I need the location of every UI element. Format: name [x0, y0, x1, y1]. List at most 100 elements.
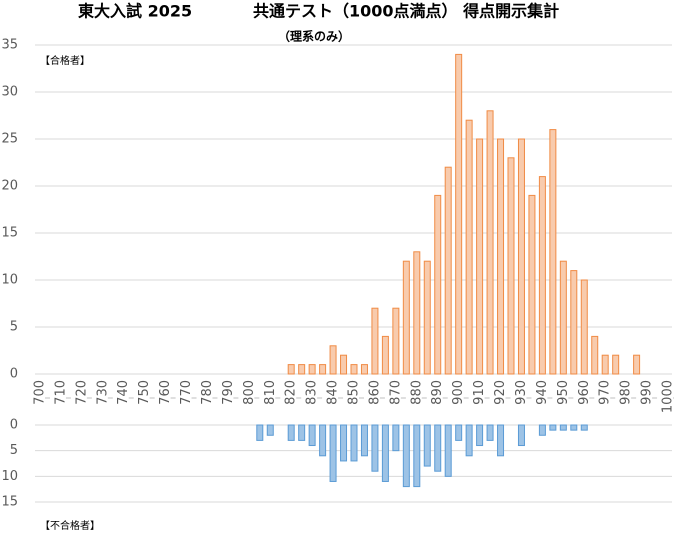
chart-subtitle: （理系のみ） [278, 29, 350, 44]
bar [612, 354, 620, 375]
y-tick-label: 25 [1, 132, 18, 147]
y-tick-label: 15 [1, 495, 18, 510]
bar [381, 335, 389, 375]
x-tick-label: 860 [367, 380, 382, 405]
x-tick-label: 920 [493, 380, 508, 405]
bar [329, 424, 337, 482]
bar [507, 157, 515, 375]
y-tick-label: 5 [10, 443, 18, 458]
bar [444, 166, 452, 375]
bar [423, 260, 431, 375]
bar [402, 424, 410, 488]
bar [298, 424, 306, 441]
y-tick-label: 20 [1, 179, 18, 194]
bar [486, 110, 494, 375]
bar [476, 138, 484, 375]
bar [413, 251, 421, 375]
bar [371, 307, 379, 375]
bar [476, 424, 484, 447]
x-tick-label: 800 [242, 380, 257, 405]
x-tick-label: 930 [514, 380, 529, 405]
bar [256, 424, 264, 441]
bar [423, 424, 431, 467]
bar [287, 364, 295, 375]
bar [633, 354, 641, 375]
bar [549, 424, 557, 431]
bar [455, 424, 463, 441]
x-tick-label: 750 [137, 380, 152, 405]
chart-title: 東大入試 2025 [78, 2, 192, 21]
x-tick-label: 970 [598, 380, 613, 405]
x-tick-label: 910 [472, 380, 487, 405]
bar [517, 138, 525, 375]
bar [465, 424, 473, 457]
y-tick-label: 30 [1, 85, 18, 100]
bar [287, 424, 295, 441]
y-tick-label: 0 [10, 367, 18, 382]
y-tick-label: 0 [10, 418, 18, 433]
bar [350, 364, 358, 375]
bar [350, 424, 358, 462]
bar [601, 354, 609, 375]
bar [559, 424, 567, 431]
x-tick-label: 950 [556, 380, 571, 405]
bar [434, 194, 442, 375]
bar [497, 138, 505, 375]
y-tick-label: 15 [1, 226, 18, 241]
x-tick-label: 890 [430, 380, 445, 405]
x-tick-label: 1000 [661, 380, 674, 413]
bar [549, 129, 557, 375]
x-tick-label: 770 [179, 380, 194, 405]
bar [319, 364, 327, 375]
x-tick-label: 830 [305, 380, 320, 405]
bar [570, 424, 578, 431]
bar [444, 424, 452, 477]
bar [497, 424, 505, 457]
bar [434, 424, 442, 472]
x-tick-label: 730 [95, 380, 110, 405]
x-tick-label: 900 [451, 380, 466, 405]
y-tick-label: 10 [1, 273, 18, 288]
bar [308, 424, 316, 447]
bar [319, 424, 327, 457]
bar [329, 345, 337, 375]
x-tick-label: 740 [116, 380, 131, 405]
x-tick-label: 980 [619, 380, 634, 405]
x-tick-label: 780 [200, 380, 215, 405]
x-tick-label: 820 [284, 380, 299, 405]
bar [538, 176, 546, 375]
bar [266, 424, 274, 436]
bar [392, 424, 400, 452]
bar [381, 424, 389, 482]
bar [559, 260, 567, 375]
x-tick-label: 720 [74, 380, 89, 405]
bar [413, 424, 421, 488]
x-tick-label: 870 [388, 380, 403, 405]
x-tick-label: 710 [53, 380, 68, 405]
x-tick-label: 960 [577, 380, 592, 405]
x-tick-label: 880 [409, 380, 424, 405]
bar [371, 424, 379, 472]
bar [308, 364, 316, 375]
x-tick-label: 760 [158, 380, 173, 405]
bar [580, 279, 588, 375]
x-tick-label: 700 [33, 380, 48, 405]
bar [392, 307, 400, 375]
bar [528, 194, 536, 375]
y-tick-label: 35 [1, 38, 18, 53]
x-tick-label: 790 [221, 380, 236, 405]
bar [486, 424, 494, 441]
bar [298, 364, 306, 375]
bar [517, 424, 525, 447]
bar [402, 260, 410, 375]
bar [360, 424, 368, 457]
y-tick-label: 5 [10, 320, 18, 335]
bar [455, 53, 463, 375]
x-tick-label: 840 [326, 380, 341, 405]
x-tick-label: 850 [347, 380, 362, 405]
annotation: 【合格者】 [40, 54, 90, 67]
annotation: 【不合格者】 [40, 519, 100, 532]
bar [340, 354, 348, 375]
bar [538, 424, 546, 436]
